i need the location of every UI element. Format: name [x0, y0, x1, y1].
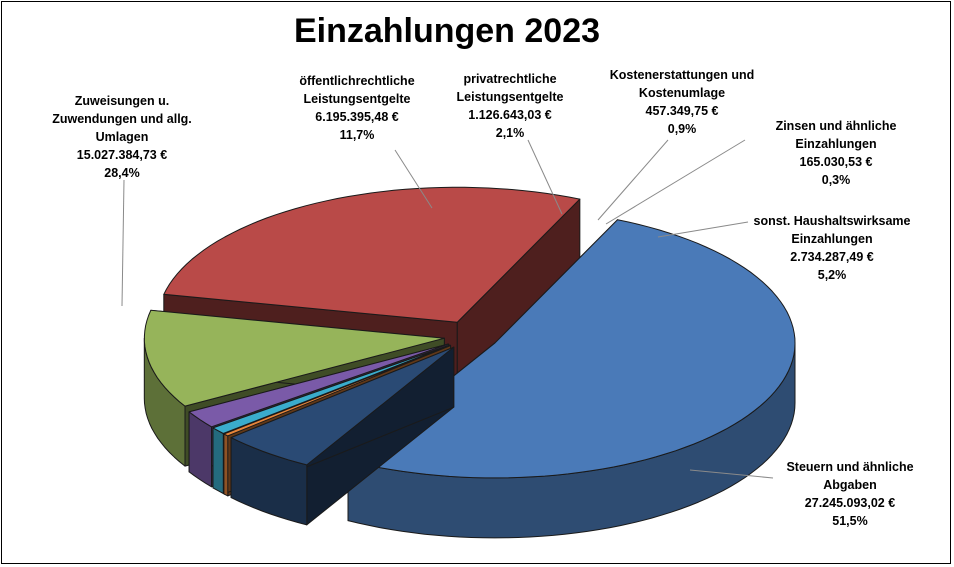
leader-line-4 — [527, 139, 563, 215]
chart-title: Einzahlungen 2023 — [293, 12, 601, 50]
slice-value-text: 27.245.093,02 € — [804, 496, 896, 510]
slice-label-line-0: Kostenerstattungen und — [609, 68, 755, 82]
slice-value-text: 2.734.287,49 € — [790, 250, 874, 264]
slice-percent-text: 5,2% — [817, 268, 847, 282]
pie-slice-1 — [230, 346, 455, 526]
slice-value-text: 15.027.384,73 € — [76, 148, 168, 162]
slice-label-line-0: öffentlichrechtliche — [299, 74, 415, 88]
leader-line-1 — [657, 221, 749, 238]
slice-percent-text: 2,1% — [495, 126, 525, 140]
slice-percent-text: 0,9% — [667, 122, 697, 136]
slice-label-line-0: Zinsen und ähnliche — [775, 119, 897, 133]
leader-line-0 — [689, 469, 774, 479]
slice-label-line-1: Einzahlungen — [795, 137, 877, 151]
slice-label-2: Zinsen und ähnliche Einzahlungen 165.030,5… — [776, 117, 897, 189]
slice-label-4: privatrechtliche Leistungsentgelte 1.126.6… — [457, 70, 564, 142]
slice-label-line-0: Zuweisungen u. — [74, 94, 170, 108]
slice-percent-text: 51,5% — [832, 514, 868, 528]
slice-label-1: sonst. Haushaltswirksame Einzahlungen 2.73… — [753, 212, 910, 284]
leader-line-6 — [121, 179, 125, 307]
slice-percent-text: 0,3% — [821, 173, 851, 187]
slice-value-text: 6.195.395,48 € — [315, 110, 399, 124]
slice-label-line-1: Abgaben — [823, 478, 877, 492]
slice-value-text: 165.030,53 € — [799, 155, 873, 169]
slice-value-text: 1.126.643,03 € — [468, 108, 552, 122]
slice-label-line-0: sonst. Haushaltswirksame — [753, 214, 911, 228]
slice-label-line-2: Umlagen — [95, 130, 149, 144]
slice-label-5: öffentlichrechtliche Leistungsentgelte 6.1… — [299, 72, 414, 144]
slice-percent-text: 11,7% — [339, 128, 375, 142]
slice-label-line-1: Leistungsentgelte — [303, 92, 411, 106]
slice-label-line-0: Steuern und ähnliche — [786, 460, 914, 474]
slice-label-0: Steuern und ähnliche Abgaben 27.245.093,02… — [786, 458, 913, 530]
slice-label-line-1: Zuwendungen und allg. — [52, 112, 192, 126]
slice-percent-text: 28,4% — [104, 166, 140, 180]
slice-label-6: Zuweisungen u. Zuwendungen und allg. Umlag… — [52, 92, 192, 182]
slice-label-line-1: Leistungsentgelte — [456, 90, 564, 104]
slice-label-3: Kostenerstattungen und Kostenumlage 457.34… — [610, 66, 754, 138]
slice-label-line-1: Kostenumlage — [638, 86, 726, 100]
leader-line-3 — [597, 139, 669, 221]
slice-value-text: 457.349,75 € — [645, 104, 719, 118]
slice-label-line-0: privatrechtliche — [463, 72, 557, 86]
leader-line-5 — [394, 149, 433, 209]
slice-label-line-1: Einzahlungen — [791, 232, 873, 246]
leader-line-2 — [605, 139, 746, 225]
